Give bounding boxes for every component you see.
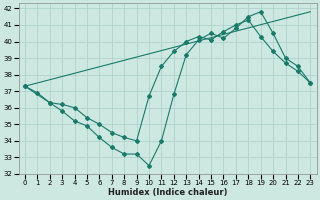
X-axis label: Humidex (Indice chaleur): Humidex (Indice chaleur) — [108, 188, 228, 197]
